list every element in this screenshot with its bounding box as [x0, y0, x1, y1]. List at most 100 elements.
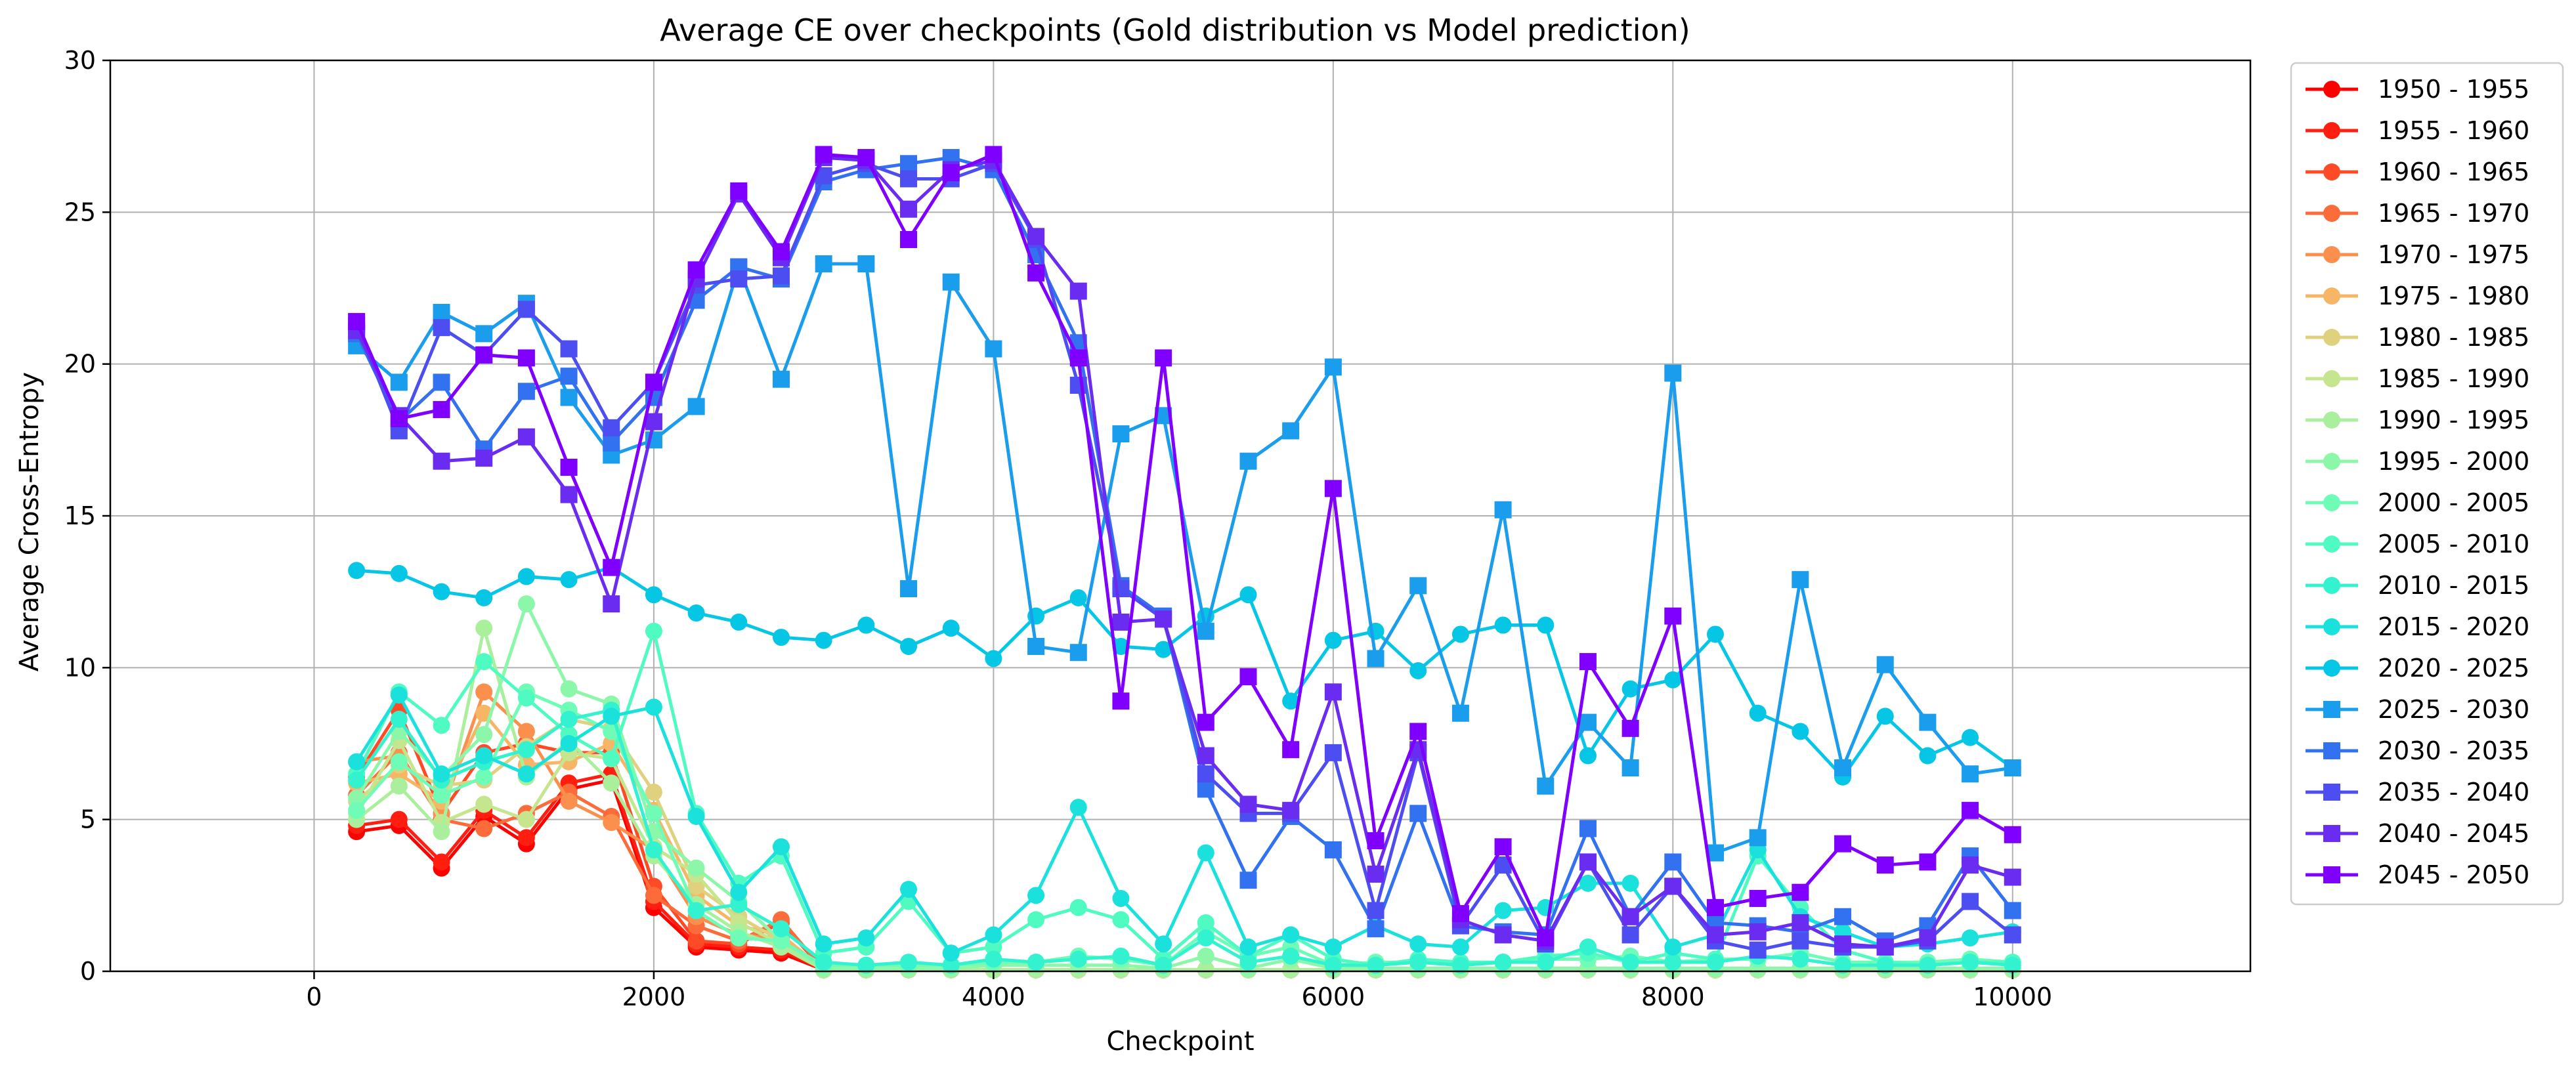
data-point [475, 820, 493, 837]
legend-marker [2323, 742, 2340, 759]
data-point [1537, 954, 1555, 971]
data-point [1664, 364, 1682, 382]
data-point [857, 255, 875, 272]
data-point [1197, 961, 1214, 979]
data-point [687, 877, 705, 895]
data-point [1537, 929, 1555, 947]
legend-item: 1950 - 1955 [2306, 75, 2529, 104]
data-point [1409, 935, 1427, 953]
data-point [730, 613, 748, 631]
data-point [772, 838, 790, 856]
x-tick-label: 10000 [1973, 982, 2052, 1011]
data-point [1239, 938, 1257, 956]
series-2005-2010 [348, 622, 2021, 974]
legend-item: 1990 - 1995 [2306, 406, 2529, 434]
data-point [1919, 853, 1937, 871]
data-point [1112, 692, 1130, 710]
data-point [1197, 947, 1214, 965]
data-point [1451, 938, 1469, 956]
data-point [1112, 613, 1130, 631]
data-point [1664, 938, 1682, 956]
legend-item: 2045 - 2050 [2306, 860, 2529, 889]
data-point [348, 753, 366, 770]
legend-marker [2323, 163, 2340, 180]
data-point [517, 349, 535, 367]
legend-marker [2323, 81, 2340, 98]
data-point [1621, 908, 1639, 925]
data-point [1155, 349, 1172, 367]
data-point [1707, 926, 1724, 944]
data-point [1239, 586, 1257, 604]
data-point [433, 452, 450, 470]
data-point [475, 768, 493, 786]
data-point [645, 841, 662, 858]
data-point [900, 155, 918, 173]
data-point [1409, 577, 1427, 595]
data-point [1367, 920, 1385, 938]
data-point [348, 312, 366, 330]
data-point [985, 938, 1002, 956]
data-point [348, 801, 366, 819]
legend-item: 2020 - 2025 [2306, 654, 2529, 683]
data-point [348, 562, 366, 580]
data-point [687, 261, 705, 279]
data-point [645, 698, 662, 716]
data-point [1282, 947, 1300, 965]
data-point [1876, 656, 1894, 673]
data-point [1069, 799, 1087, 816]
x-tick-label: 6000 [1301, 982, 1365, 1011]
data-point [1962, 893, 1979, 910]
data-point [900, 170, 918, 188]
data-point [1197, 780, 1214, 798]
data-point [1579, 747, 1597, 765]
data-point [517, 765, 535, 783]
data-point [1324, 683, 1342, 701]
legend-marker [2323, 453, 2340, 470]
data-point [560, 710, 578, 728]
data-point [1027, 887, 1045, 904]
legend-marker [2323, 784, 2340, 801]
data-point [900, 230, 918, 248]
data-point [730, 896, 748, 914]
legend-label: 2045 - 2050 [2378, 860, 2529, 889]
data-point [1962, 801, 1979, 819]
data-point [517, 428, 535, 446]
chart-title: Average CE over checkpoints (Gold distri… [660, 12, 1690, 48]
data-point [1367, 832, 1385, 850]
data-point [1621, 874, 1639, 892]
legend-marker [2323, 246, 2340, 263]
legend-marker [2323, 205, 2340, 222]
data-point [1324, 358, 1342, 376]
data-point [517, 689, 535, 707]
x-axis-title: Checkpoint [1106, 1026, 1254, 1057]
data-point [1962, 856, 1979, 874]
legend-label: 2005 - 2010 [2378, 530, 2529, 559]
data-point [1792, 914, 1809, 931]
data-point [1197, 765, 1214, 783]
legend-label: 2030 - 2035 [2378, 736, 2529, 765]
y-tick-label: 30 [64, 46, 96, 75]
legend-marker [2323, 122, 2340, 139]
data-point [1537, 777, 1555, 795]
data-point [560, 571, 578, 589]
legend-marker [2323, 660, 2340, 677]
legend-label: 1980 - 1985 [2378, 323, 2529, 352]
data-point [985, 146, 1002, 163]
data-point [857, 616, 875, 634]
data-point [1069, 377, 1087, 394]
data-point [1834, 835, 1852, 853]
data-point [1239, 795, 1257, 813]
legend-marker [2323, 536, 2340, 553]
legend-marker [2323, 494, 2340, 511]
data-point [1494, 954, 1512, 971]
data-point [517, 811, 535, 828]
data-point [560, 486, 578, 503]
legend-label: 2035 - 2040 [2378, 778, 2529, 807]
data-point [1027, 911, 1045, 929]
data-point [772, 267, 790, 285]
data-point [772, 243, 790, 261]
data-point [645, 805, 662, 822]
data-point [730, 182, 748, 200]
data-point [772, 370, 790, 388]
data-point [772, 920, 790, 938]
